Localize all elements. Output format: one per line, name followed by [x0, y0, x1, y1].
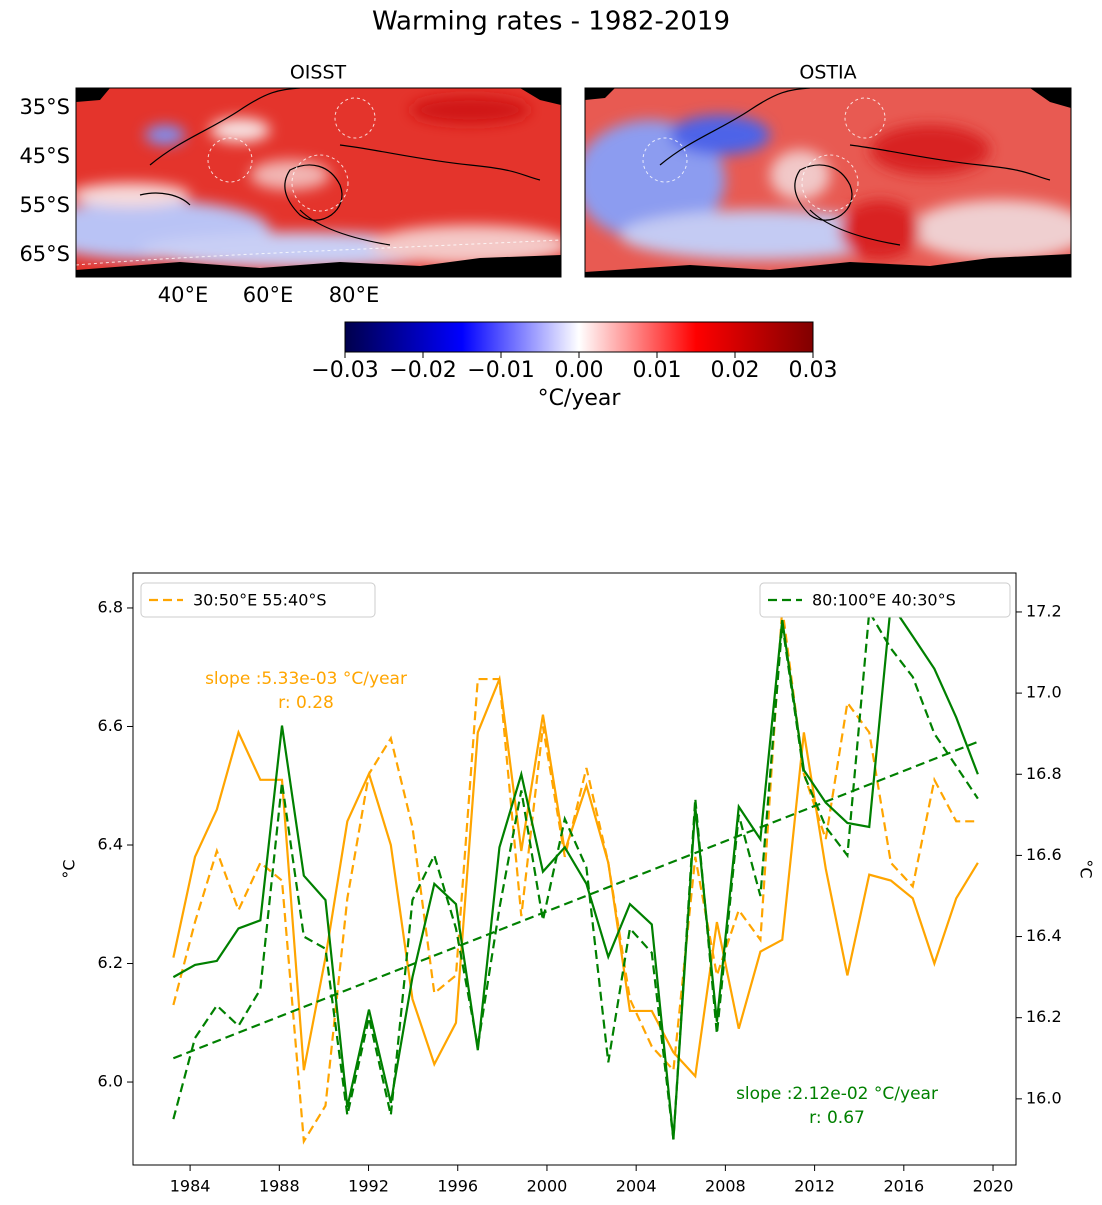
- y2-tick-label: 17.2: [1026, 601, 1062, 620]
- colorbar-tick-label: 0.03: [789, 358, 838, 383]
- legend-box: [759, 582, 1011, 618]
- y2-tick-label: 16.6: [1026, 845, 1062, 864]
- lat-label: 45°S: [19, 144, 70, 168]
- legend-label: 80:100°E 40:30°S: [812, 591, 956, 610]
- y2-tick-label: 16.2: [1026, 1007, 1062, 1026]
- colorbar-tick-label: −0.03: [311, 358, 378, 383]
- lon-label: 80°E: [329, 283, 380, 307]
- lat-label: 65°S: [19, 242, 70, 266]
- colorbar-tick-label: 0.00: [555, 358, 604, 383]
- figure-title: Warming rates - 1982-2019: [372, 7, 730, 37]
- x-tick-label: 1992: [348, 1177, 389, 1196]
- data-line: [172, 608, 979, 1140]
- y-tick-label: 6.6: [98, 716, 123, 735]
- trend-line: [172, 740, 979, 1060]
- lat-label: 55°S: [19, 193, 70, 217]
- x-tick-label: 2020: [973, 1177, 1014, 1196]
- lon-label: 60°E: [243, 283, 294, 307]
- x-tick-label: 2008: [705, 1177, 746, 1196]
- annotation: slope :5.33e-03 °C/year: [205, 669, 407, 689]
- map-ostia: [585, 88, 1071, 277]
- colorbar-tick-label: −0.01: [467, 358, 534, 383]
- colorbar-tick-label: 0.01: [633, 358, 682, 383]
- legend-label: 30:50°E 55:40°S: [193, 591, 327, 610]
- y-axis-label: °C: [60, 859, 79, 878]
- map-oisst: [76, 88, 561, 277]
- lat-label: 35°S: [19, 95, 70, 119]
- annotation: r: 0.67: [809, 1108, 865, 1128]
- y-tick-label: 6.0: [98, 1072, 123, 1091]
- x-tick-label: 2000: [527, 1177, 568, 1196]
- panel-title: OISST: [290, 62, 347, 84]
- data-line: [172, 600, 979, 1140]
- y2-tick-label: 16.4: [1026, 926, 1062, 945]
- annotation: r: 0.28: [278, 693, 334, 713]
- x-tick-label: 2004: [616, 1177, 657, 1196]
- panel-title: OSTIA: [799, 62, 856, 84]
- colorbar-tick-label: 0.02: [711, 358, 760, 383]
- colorbar-label: °C/year: [538, 386, 622, 411]
- data-line: [172, 674, 979, 1079]
- annotation: slope :2.12e-02 °C/year: [736, 1084, 938, 1104]
- y-tick-label: 6.2: [98, 953, 123, 972]
- x-tick-label: 2012: [794, 1177, 835, 1196]
- x-tick-label: 2016: [883, 1177, 924, 1196]
- y2-axis-label: °C: [1077, 859, 1096, 878]
- colorbar: [344, 321, 814, 353]
- map-frame: [75, 87, 562, 278]
- legend-box: [140, 582, 376, 618]
- lon-label: 40°E: [158, 283, 209, 307]
- y2-tick-label: 16.0: [1026, 1088, 1062, 1107]
- map-frame: [584, 87, 1072, 278]
- colorbar-tick-label: −0.02: [389, 358, 456, 383]
- data-line: [172, 607, 978, 1145]
- y2-tick-label: 16.8: [1026, 764, 1062, 783]
- x-tick-label: 1984: [170, 1177, 211, 1196]
- plot-frame: [132, 572, 1017, 1166]
- x-tick-label: 1996: [437, 1177, 478, 1196]
- y2-tick-label: 17.0: [1026, 683, 1062, 702]
- y-tick-label: 6.8: [98, 597, 123, 616]
- y-tick-label: 6.4: [98, 835, 123, 854]
- x-tick-label: 1988: [259, 1177, 300, 1196]
